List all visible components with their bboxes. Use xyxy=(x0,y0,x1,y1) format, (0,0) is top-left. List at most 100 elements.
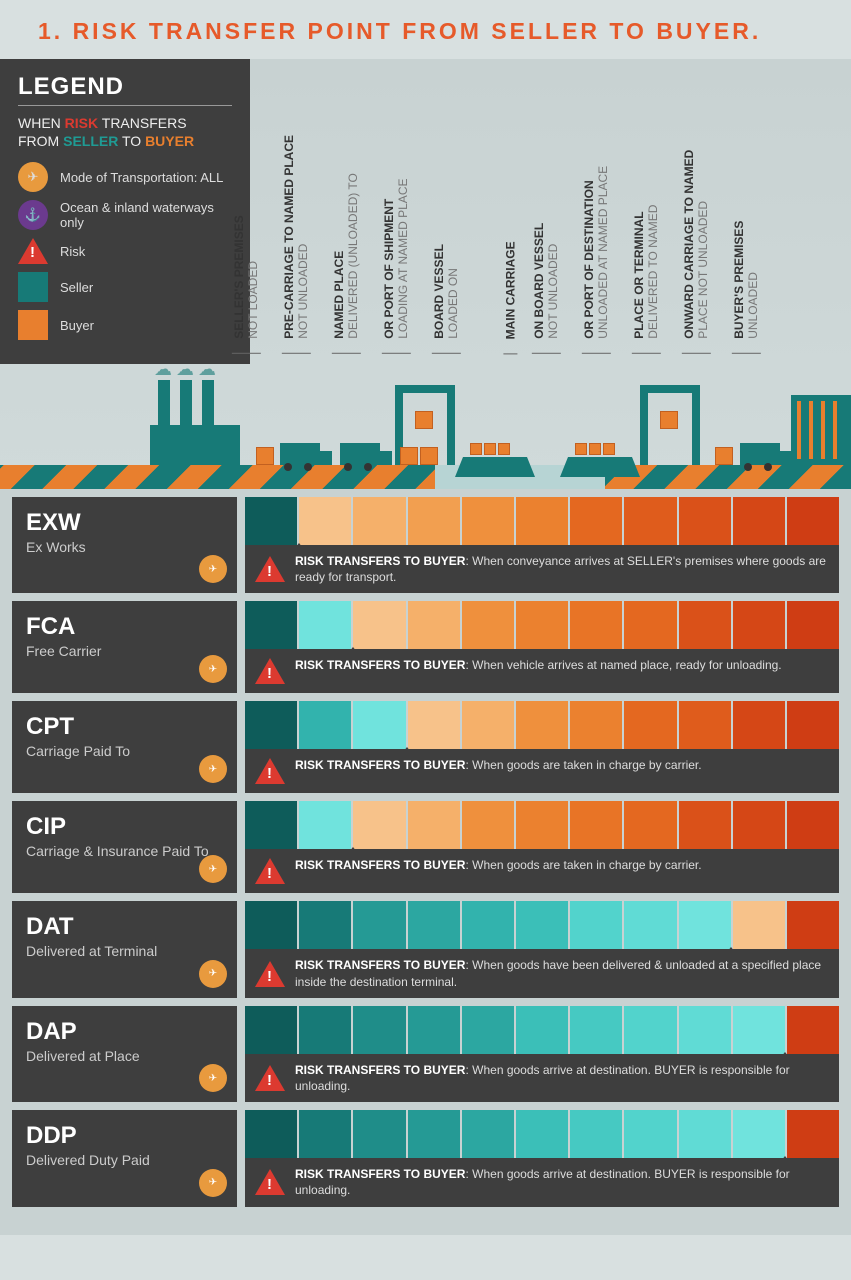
stage-label: OR PORT OF SHIPMENTLOADING AT NAMED PLAC… xyxy=(382,179,411,354)
term-name: Delivered at Place xyxy=(26,1048,223,1064)
crate-icon xyxy=(715,447,733,465)
term-cell xyxy=(245,1006,297,1054)
term-cell xyxy=(787,701,839,749)
term-cell xyxy=(679,1006,731,1054)
risk-icon xyxy=(255,858,285,884)
term-note: RISK TRANSFERS TO BUYER: When goods arri… xyxy=(245,1158,839,1206)
term-name: Ex Works xyxy=(26,539,223,555)
term-code: DDP xyxy=(26,1122,223,1150)
term-bar xyxy=(245,901,839,949)
term-code: FCA xyxy=(26,613,223,641)
term-cell xyxy=(299,901,351,949)
term-cell xyxy=(787,901,839,949)
term-cell xyxy=(624,1110,676,1158)
term-label: FCAFree Carrier✈ xyxy=(12,601,237,693)
term-cell xyxy=(516,1110,568,1158)
term-body: RISK TRANSFERS TO BUYER: When conveyance… xyxy=(245,497,839,593)
term-cell xyxy=(462,1110,514,1158)
mode-all-icon: ✈ xyxy=(199,555,227,583)
term-label: DDPDelivered Duty Paid✈ xyxy=(12,1110,237,1206)
mode-ocean-icon: ⚓ xyxy=(18,200,48,230)
legend-row: Risk xyxy=(18,238,232,264)
term-label: CPTCarriage Paid To✈ xyxy=(12,701,237,793)
term-cell xyxy=(462,497,514,545)
legend-title: LEGEND xyxy=(18,73,232,106)
factory-icon: ☁☁☁ xyxy=(150,375,250,465)
scene-illustration: ☁☁☁ xyxy=(0,349,851,489)
term-cell xyxy=(733,801,785,849)
crate-icon xyxy=(400,447,418,465)
ship-icon xyxy=(560,437,640,477)
term-cell xyxy=(245,901,297,949)
term-row: FCAFree Carrier✈RISK TRANSFERS TO BUYER:… xyxy=(12,601,839,693)
legend-row: Buyer xyxy=(18,310,232,340)
term-note-text: When goods are taken in charge by carrie… xyxy=(472,858,701,872)
term-cell xyxy=(245,1110,297,1158)
term-bar xyxy=(245,701,839,749)
term-cell xyxy=(787,1110,839,1158)
stage-label: MAIN CARRIAGE xyxy=(503,241,517,354)
term-cell xyxy=(516,1006,568,1054)
term-cell xyxy=(353,1110,405,1158)
legend-subtitle: WHEN RISK TRANSFERS FROM SELLER TO BUYER xyxy=(18,114,232,150)
risk-icon xyxy=(18,238,48,264)
term-cell xyxy=(408,801,460,849)
term-label: DAPDelivered at Place✈ xyxy=(12,1006,237,1102)
term-note-label: RISK TRANSFERS TO BUYER xyxy=(295,758,465,772)
legend-box: LEGEND WHEN RISK TRANSFERS FROM SELLER T… xyxy=(0,59,250,364)
term-note-text: When goods are taken in charge by carrie… xyxy=(472,758,701,772)
term-cell xyxy=(787,601,839,649)
term-cell xyxy=(624,497,676,545)
truck-icon xyxy=(280,443,320,465)
stage-label: ONWARD CARRIAGE TO NAMEDPLACE NOT UNLOAD… xyxy=(682,150,711,354)
term-body: RISK TRANSFERS TO BUYER: When goods are … xyxy=(245,701,839,793)
term-body: RISK TRANSFERS TO BUYER: When goods arri… xyxy=(245,1006,839,1102)
term-note-label: RISK TRANSFERS TO BUYER xyxy=(295,658,465,672)
term-row: CPTCarriage Paid To✈RISK TRANSFERS TO BU… xyxy=(12,701,839,793)
legend-row: ✈Mode of Transportation: ALL xyxy=(18,162,232,192)
term-row: CIPCarriage & Insurance Paid To✈RISK TRA… xyxy=(12,801,839,893)
risk-icon xyxy=(255,758,285,784)
legend-label: Risk xyxy=(60,244,85,259)
term-cell xyxy=(733,497,785,545)
risk-icon xyxy=(255,1169,285,1195)
term-cell xyxy=(516,701,568,749)
mode-all-icon: ✈ xyxy=(199,1169,227,1197)
term-cell xyxy=(299,601,351,649)
term-note-label: RISK TRANSFERS TO BUYER xyxy=(295,1063,465,1077)
term-cell xyxy=(353,1006,405,1054)
term-note: RISK TRANSFERS TO BUYER: When goods arri… xyxy=(245,1054,839,1102)
term-cell xyxy=(787,801,839,849)
term-cell xyxy=(299,497,351,545)
term-cell xyxy=(353,701,405,749)
term-bar xyxy=(245,801,839,849)
term-cell xyxy=(408,601,460,649)
term-cell xyxy=(516,901,568,949)
term-cell xyxy=(408,497,460,545)
term-cell xyxy=(516,497,568,545)
term-cell xyxy=(733,1110,785,1158)
term-cell xyxy=(624,801,676,849)
term-cell xyxy=(299,1006,351,1054)
term-cell xyxy=(624,901,676,949)
term-code: DAT xyxy=(26,913,223,941)
term-cell xyxy=(679,601,731,649)
term-cell xyxy=(679,497,731,545)
stage-label: SELLER'S PREMISESNOT LOADED xyxy=(232,215,261,354)
term-cell xyxy=(733,901,785,949)
term-note-label: RISK TRANSFERS TO BUYER xyxy=(295,1167,465,1181)
term-label: EXWEx Works✈ xyxy=(12,497,237,593)
mode-all-icon: ✈ xyxy=(199,1064,227,1092)
term-name: Carriage & Insurance Paid To xyxy=(26,843,223,859)
mode-all-icon: ✈ xyxy=(199,655,227,683)
term-cell xyxy=(462,901,514,949)
term-cell xyxy=(516,801,568,849)
term-cell xyxy=(570,801,622,849)
term-cell xyxy=(787,497,839,545)
term-code: CPT xyxy=(26,713,223,741)
term-cell xyxy=(353,601,405,649)
risk-icon xyxy=(255,961,285,987)
term-row: DDPDelivered Duty Paid✈RISK TRANSFERS TO… xyxy=(12,1110,839,1206)
term-cell xyxy=(462,801,514,849)
term-note: RISK TRANSFERS TO BUYER: When goods are … xyxy=(245,849,839,893)
